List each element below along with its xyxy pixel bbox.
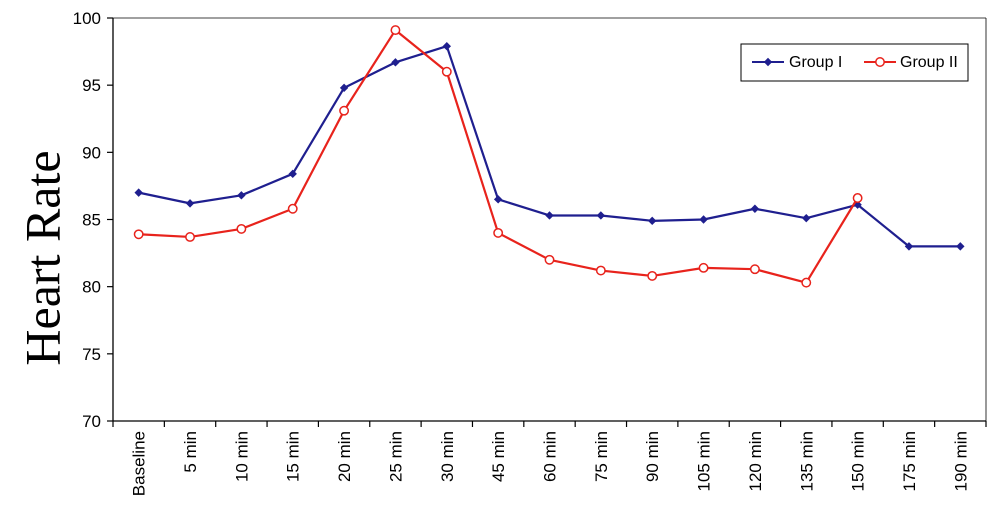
x-ticks: Baseline 5 min 10 min 15 min 20 min 25 min 30 … [112,421,987,496]
x-tick-label: 45 min [489,431,508,482]
data-point [339,105,350,116]
data-point [749,264,760,275]
x-tick-label: 105 min [695,431,714,491]
data-point [185,232,195,242]
x-tick-label: 135 min [797,431,816,491]
y-tick-label: 80 [82,278,101,297]
data-point [853,200,862,209]
data-point [852,193,863,203]
data-point [493,195,503,204]
series-group-ii [133,25,863,288]
y-axis-label: Heart Rate [14,150,70,365]
data-point [596,211,606,220]
y-ticks: 70 75 80 85 90 95 100 [73,9,113,431]
data-point [956,242,965,251]
data-point [339,83,349,93]
x-tick-label: 75 min [592,431,611,482]
x-tick-label: 15 min [284,431,303,482]
y-tick-label: 70 [82,412,101,431]
x-tick-label: Baseline [130,431,149,496]
x-tick-label: 10 min [232,431,251,482]
data-point [801,277,812,288]
data-point [904,242,914,251]
data-point [493,227,504,238]
data-point [648,216,657,226]
x-tick-label: 120 min [746,431,765,491]
data-point [750,204,760,213]
y-tick-label: 100 [73,9,101,28]
data-point [391,58,400,67]
data-point [390,25,401,36]
legend-group-ii-label: Group II [900,54,958,71]
x-tick-label: 5 min [181,431,200,473]
data-point [595,265,606,276]
legend-group-ii-marker [875,57,885,67]
y-tick-label: 90 [82,143,101,162]
data-point [544,254,555,265]
data-point [699,215,708,224]
x-tick-label: 60 min [541,431,560,482]
data-point [185,199,195,208]
x-tick-label: 190 min [951,431,970,491]
data-point [236,223,247,234]
series-group-i [134,42,965,251]
x-tick-label: 175 min [900,431,919,491]
data-point [441,66,452,77]
legend: Group I Group II [740,43,969,82]
x-tick-label: 30 min [438,431,457,482]
y-tick-label: 75 [82,345,101,364]
legend-group-i-label: Group I [789,54,842,71]
data-point [802,213,811,223]
x-tick-label: 20 min [335,431,354,482]
data-point [442,42,451,51]
data-point [698,262,709,273]
data-point [288,169,297,179]
x-tick-label: 90 min [643,431,662,482]
x-tick-label: 150 min [849,431,868,491]
data-point [647,270,658,281]
series-layer [133,25,965,288]
data-point [287,203,298,214]
data-point [545,211,554,220]
data-point [134,188,143,197]
y-tick-label: 95 [82,76,101,95]
data-point [133,229,144,240]
data-point [237,191,246,200]
x-tick-label: 25 min [386,431,405,482]
legend-group-i-marker [763,57,773,67]
y-tick-label: 85 [82,211,101,230]
